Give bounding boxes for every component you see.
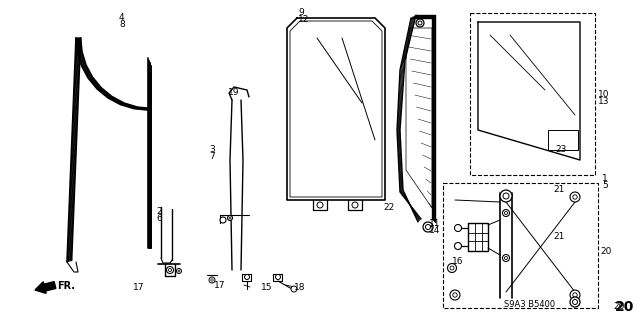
Circle shape [418, 21, 422, 25]
Text: 15: 15 [261, 283, 273, 292]
Circle shape [453, 293, 457, 297]
Circle shape [573, 300, 577, 305]
Text: 14: 14 [429, 226, 440, 235]
Circle shape [426, 225, 431, 229]
Text: 11: 11 [429, 219, 440, 228]
Text: 12: 12 [298, 15, 309, 24]
Text: 22: 22 [383, 203, 394, 212]
Text: S9A3 B5400: S9A3 B5400 [504, 300, 555, 309]
Text: 6: 6 [156, 214, 162, 223]
Circle shape [166, 266, 173, 273]
Text: 13: 13 [598, 97, 609, 106]
Text: 2: 2 [156, 207, 162, 216]
Text: 21: 21 [553, 185, 564, 194]
Text: 9: 9 [298, 8, 304, 17]
Circle shape [450, 266, 454, 270]
FancyArrow shape [35, 282, 56, 293]
Text: 7: 7 [209, 152, 215, 161]
Text: 5: 5 [602, 181, 608, 190]
Text: 20: 20 [615, 300, 634, 314]
Text: 3: 3 [209, 145, 215, 154]
Circle shape [504, 256, 508, 259]
Bar [548, 130, 578, 150]
Circle shape [573, 195, 577, 199]
Text: 21: 21 [553, 232, 564, 241]
Text: 17: 17 [133, 283, 145, 292]
Text: 8: 8 [119, 20, 125, 29]
Circle shape [423, 222, 433, 232]
Circle shape [275, 275, 280, 279]
Circle shape [500, 190, 512, 202]
Circle shape [447, 263, 456, 272]
Circle shape [416, 19, 424, 27]
Circle shape [244, 275, 250, 279]
Text: 1: 1 [602, 174, 608, 183]
Text: 10: 10 [598, 90, 609, 99]
Circle shape [220, 217, 226, 223]
Text: 20: 20 [600, 247, 611, 256]
Circle shape [229, 217, 231, 219]
Circle shape [570, 297, 580, 307]
Circle shape [502, 255, 509, 262]
Circle shape [291, 286, 297, 292]
Circle shape [168, 269, 172, 271]
Text: FR.: FR. [57, 281, 75, 291]
Circle shape [503, 193, 509, 199]
Bar [470, 13, 595, 175]
Circle shape [317, 202, 323, 208]
Text: 16: 16 [452, 257, 463, 266]
Circle shape [352, 202, 358, 208]
Circle shape [454, 225, 461, 232]
Circle shape [504, 211, 508, 214]
Circle shape [573, 293, 577, 297]
Circle shape [570, 192, 580, 202]
Circle shape [177, 269, 182, 273]
Text: 4: 4 [119, 13, 125, 22]
Circle shape [211, 279, 213, 281]
Text: 19: 19 [228, 88, 239, 97]
Text: 18: 18 [294, 283, 305, 292]
Circle shape [502, 210, 509, 217]
Circle shape [454, 242, 461, 249]
Text: 20: 20 [613, 302, 625, 311]
Circle shape [178, 270, 180, 272]
Bar [443, 183, 598, 308]
Circle shape [209, 277, 215, 283]
Circle shape [570, 290, 580, 300]
Circle shape [450, 290, 460, 300]
Text: 23: 23 [555, 145, 566, 154]
Circle shape [227, 216, 232, 220]
Text: 17: 17 [214, 281, 225, 290]
